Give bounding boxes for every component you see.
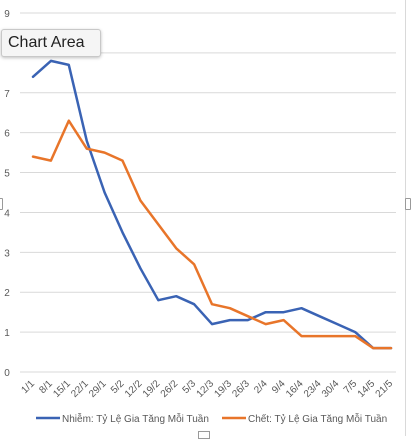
data-point[interactable] [229,319,231,321]
data-point[interactable] [50,60,52,62]
resize-handle-right[interactable] [405,198,411,210]
x-tick-label: 29/1 [87,378,109,400]
data-point[interactable] [121,159,123,161]
x-tick-label: 22/1 [69,378,91,400]
data-point[interactable] [390,347,392,349]
data-point[interactable] [50,159,52,161]
data-point[interactable] [157,223,159,225]
data-point[interactable] [193,263,195,265]
data-point[interactable] [193,303,195,305]
data-point[interactable] [211,303,213,305]
x-tick-label: 19/3 [212,378,234,400]
y-axis-ticks: 0123456789 [4,9,10,379]
data-point[interactable] [32,155,34,157]
x-tick-label: 15/1 [51,378,73,400]
data-point[interactable] [121,231,123,233]
y-tick-label: 2 [4,288,10,299]
x-tick-label: 16/4 [284,378,306,400]
legend[interactable]: Nhiễm: Tỷ Lệ Gia Tăng Mỗi Tuần Chết: Tỷ L… [36,412,387,425]
data-point[interactable] [282,311,284,313]
y-tick-label: 7 [4,89,10,100]
x-tick-label: 23/4 [302,378,324,400]
data-point[interactable] [318,315,320,317]
x-tick-label: 26/2 [159,378,181,400]
y-tick-label: 0 [4,368,10,379]
x-tick-label: 12/2 [123,378,145,400]
data-point[interactable] [265,311,267,313]
data-point[interactable] [157,299,159,301]
x-tick-label: 30/4 [320,378,342,400]
data-point[interactable] [336,323,338,325]
data-point[interactable] [85,139,87,141]
data-point[interactable] [139,267,141,269]
x-tick-label: 14/5 [356,378,378,400]
data-point[interactable] [103,191,105,193]
x-tick-label: 12/3 [195,378,217,400]
data-point[interactable] [68,64,70,66]
x-tick-label: 1/1 [19,378,37,396]
y-tick-label: 3 [4,248,10,259]
data-point[interactable] [354,331,356,333]
x-tick-label: 26/3 [230,378,252,400]
resize-handle-bottom[interactable] [198,431,210,439]
data-point[interactable] [300,335,302,337]
chart-frame-edge [405,0,406,436]
data-point[interactable] [318,335,320,337]
x-tick-label: 21/5 [374,378,396,400]
data-point[interactable] [85,147,87,149]
data-point[interactable] [139,199,141,201]
y-tick-label: 4 [4,208,10,219]
y-tick-label: 5 [4,169,10,180]
series-line-1[interactable] [31,59,393,350]
y-tick-label: 9 [4,9,10,20]
series-lines[interactable] [31,59,393,350]
data-point[interactable] [229,307,231,309]
data-point[interactable] [247,315,249,317]
data-point[interactable] [68,120,70,122]
data-point[interactable] [282,319,284,321]
data-point[interactable] [175,247,177,249]
data-point[interactable] [300,307,302,309]
data-point[interactable] [354,335,356,337]
data-point[interactable] [211,323,213,325]
legend-label[interactable]: Chết: Tỷ Lệ Gia Tăng Mỗi Tuần [248,412,387,425]
legend-label[interactable]: Nhiễm: Tỷ Lệ Gia Tăng Mỗi Tuần [62,412,209,425]
x-axis-ticks: 1/1 8/115/122/129/1 5/212/219/226/2 5/312/3… [19,378,395,400]
resize-handle-left[interactable] [0,198,3,210]
x-tick-label: 19/2 [141,378,163,400]
y-tick-label: 6 [4,129,10,140]
series-line-2[interactable] [31,119,393,350]
data-point[interactable] [336,335,338,337]
y-tick-label: 1 [4,328,10,339]
gridlines [20,12,396,373]
chart-area-tooltip: Chart Area [1,29,101,57]
data-point[interactable] [32,76,34,78]
data-point[interactable] [175,295,177,297]
data-point[interactable] [247,319,249,321]
x-tick-label: 2/4 [252,378,270,396]
data-point[interactable] [372,347,374,349]
data-point[interactable] [265,323,267,325]
data-point[interactable] [103,151,105,153]
